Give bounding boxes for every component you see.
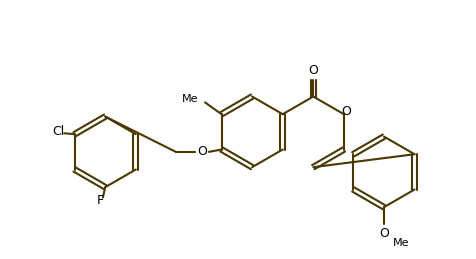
Text: O: O: [197, 145, 207, 158]
Text: F: F: [97, 194, 104, 207]
Text: O: O: [308, 64, 318, 77]
Text: Me: Me: [181, 94, 198, 104]
Text: O: O: [341, 105, 351, 118]
Text: O: O: [379, 227, 389, 240]
Text: Cl: Cl: [52, 125, 64, 138]
Text: Me: Me: [392, 239, 409, 248]
